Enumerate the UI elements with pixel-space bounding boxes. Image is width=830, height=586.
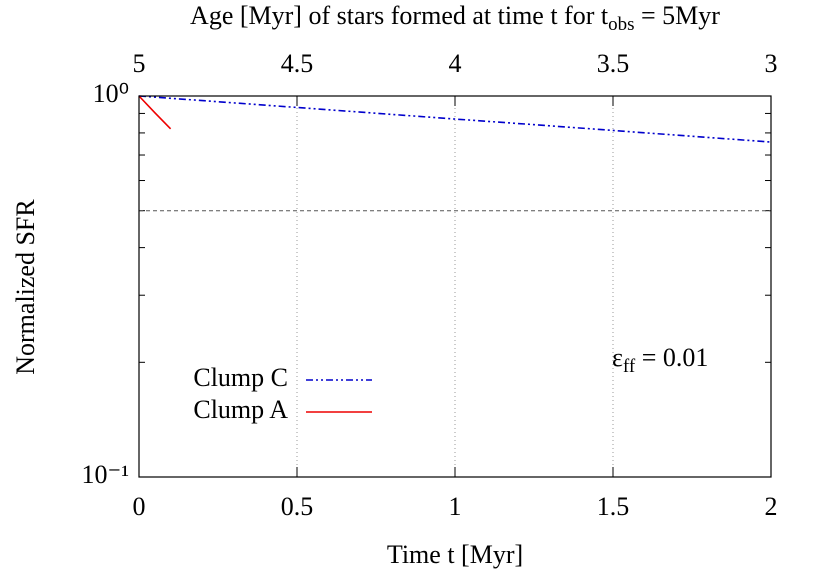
x2-tick-label: 4.5 (281, 49, 314, 78)
x2-label-after: = 5Myr (635, 1, 721, 30)
legend-label: Clump C (193, 363, 288, 392)
x2-tick-label: 3.5 (597, 49, 630, 78)
x-tick-label: 1 (449, 492, 462, 521)
x2-axis-label: Age [Myr] of stars formed at time t for … (190, 1, 720, 35)
series-line (138, 95, 172, 130)
y-tick-label: 10⁰ (93, 79, 129, 108)
annotation-text: ε (612, 343, 623, 372)
annotation: εff = 0.01 (612, 343, 708, 377)
x-tick-label: 1.5 (597, 492, 630, 521)
legend-label: Clump A (193, 395, 288, 424)
x-axis-label: Time t [Myr] (387, 540, 523, 569)
x2-label-text: Age [Myr] of stars formed at time t for … (190, 1, 609, 30)
x-tick-label: 0.5 (281, 492, 314, 521)
x-tick-label: 0 (133, 492, 146, 521)
annotation-after: = 0.01 (635, 343, 708, 372)
x2-tick-label: 4 (449, 49, 462, 78)
y-axis-label: Normalized SFR (11, 199, 40, 375)
y-tick-label: 10⁻¹ (81, 460, 129, 489)
x2-tick-label: 5 (133, 49, 146, 78)
x2-label-sub: obs (608, 14, 634, 35)
plot-frame (138, 95, 772, 478)
x2-tick-label: 3 (765, 49, 778, 78)
series-line (138, 95, 772, 143)
annotation-sub: ff (623, 356, 636, 377)
x-tick-label: 2 (765, 492, 778, 521)
